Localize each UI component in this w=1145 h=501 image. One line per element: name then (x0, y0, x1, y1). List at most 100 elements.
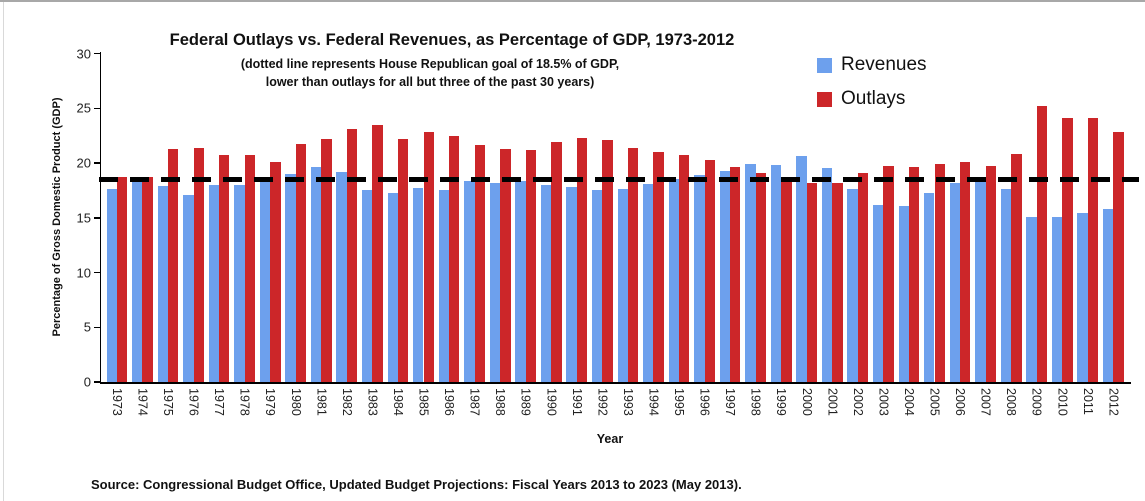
legend: Revenues Outlays (817, 54, 927, 123)
bar-revenues-2010 (1051, 216, 1063, 382)
bar-revenues-1995 (668, 179, 679, 382)
bar-revenues-1975 (157, 185, 168, 382)
bar-outlays-1987 (474, 145, 485, 382)
y-tick-20 (93, 162, 100, 164)
bar-outlays-1984 (397, 138, 409, 382)
bar-outlays-1975 (168, 148, 179, 382)
bar-revenues-1987 (464, 180, 475, 382)
bar-outlays-2000 (806, 182, 818, 382)
bar-outlays-2004 (908, 167, 920, 382)
bar-outlays-1991 (576, 137, 588, 382)
bar-revenues-1985 (413, 188, 424, 382)
bar-outlays-1978 (244, 155, 256, 382)
x-tick-label-1978: 1978 (237, 388, 252, 416)
y-tick-label-10: 10 (76, 265, 91, 280)
x-tick-label-1992: 1992 (595, 388, 610, 416)
x-tick-label-1988: 1988 (493, 388, 508, 416)
bar-revenues-2005 (924, 192, 935, 382)
x-tick-label-1985: 1985 (416, 388, 431, 416)
x-tick-label-2008: 2008 (1004, 388, 1019, 416)
x-tick-label-1993: 1993 (620, 388, 635, 416)
bar-outlays-2011 (1087, 118, 1099, 382)
bar-outlays-1973 (116, 177, 128, 382)
x-tick-label-2002: 2002 (850, 388, 865, 416)
bar-revenues-1983 (362, 190, 373, 382)
x-tick-label-1991: 1991 (569, 388, 584, 416)
x-tick-label-1994: 1994 (646, 388, 661, 416)
bar-revenues-2007 (975, 179, 986, 382)
bar-outlays-1985 (423, 132, 434, 382)
x-tick-label-1975: 1975 (161, 388, 175, 416)
x-tick-label-1986: 1986 (442, 388, 457, 416)
goal-line-18-5 (99, 176, 1139, 183)
x-tick-label-1984: 1984 (390, 388, 405, 416)
bar-revenues-1978 (234, 184, 245, 382)
bar-revenues-1982 (336, 171, 347, 382)
bar-revenues-1979 (259, 179, 271, 382)
bar-revenues-2003 (873, 204, 884, 382)
y-tick-30 (93, 52, 100, 55)
bar-revenues-2006 (949, 182, 961, 382)
x-tick-label-1980: 1980 (288, 388, 303, 416)
bar-revenues-1976 (183, 194, 194, 382)
chart-subtitle-line2: lower than outlays for all but three of … (265, 75, 595, 89)
x-tick-label-1976: 1976 (186, 388, 201, 416)
bar-outlays-2008 (1011, 154, 1022, 382)
bar-outlays-2006 (960, 161, 971, 382)
x-tick-label-2001: 2001 (825, 388, 840, 416)
bar-outlays-1983 (372, 124, 383, 382)
window-top-edge (0, 0, 1145, 2)
x-tick-label-2003: 2003 (876, 388, 891, 416)
x-tick-label-2006: 2006 (953, 388, 968, 416)
x-tick-label-1989: 1989 (518, 388, 533, 416)
window-left-edge (3, 2, 4, 501)
x-tick-label-2005: 2005 (927, 388, 942, 416)
x-tick-label-2010: 2010 (1055, 388, 1070, 416)
bar-revenues-2012 (1102, 208, 1114, 382)
x-axis-title: Year (596, 432, 624, 446)
bar-revenues-1980 (285, 173, 296, 382)
x-tick-label-1997: 1997 (723, 388, 738, 416)
legend-swatch-outlays (817, 91, 832, 107)
bar-revenues-1993 (617, 189, 628, 382)
x-tick-label-2011: 2011 (1080, 388, 1095, 415)
bar-outlays-2005 (934, 164, 945, 382)
bar-outlays-1974 (142, 177, 153, 382)
bar-revenues-1977 (208, 184, 220, 382)
x-tick-label-1982: 1982 (339, 388, 354, 416)
x-tick-label-1990: 1990 (544, 388, 559, 416)
x-tick-label-1998: 1998 (748, 388, 763, 416)
y-tick-label-0: 0 (83, 374, 91, 390)
y-tick-label-15: 15 (76, 210, 91, 226)
bar-outlays-2012 (1113, 132, 1124, 382)
bar-revenues-2001 (821, 168, 833, 382)
bar-revenues-2011 (1077, 213, 1088, 382)
bar-outlays-1989 (525, 149, 537, 382)
bar-revenues-1990 (540, 184, 552, 382)
bar-revenues-2004 (898, 205, 909, 382)
x-tick-label-2012: 2012 (1106, 388, 1121, 416)
source-note: Source: Congressional Budget Office, Upd… (91, 477, 742, 492)
bar-outlays-1982 (346, 129, 358, 382)
bar-revenues-1992 (591, 190, 603, 382)
x-tick-label-1999: 1999 (774, 388, 789, 416)
bar-revenues-1994 (643, 183, 654, 382)
legend-item-revenues: Revenues (817, 54, 927, 76)
y-tick-label-20: 20 (76, 155, 91, 171)
y-tick-25 (93, 107, 100, 109)
bar-revenues-2002 (847, 189, 858, 382)
bar-revenues-1988 (489, 182, 501, 382)
y-axis (99, 51, 101, 383)
x-tick-label-1983: 1983 (365, 388, 380, 416)
bar-revenues-1974 (132, 181, 143, 382)
bar-revenues-2008 (1000, 189, 1012, 382)
bar-outlays-1997 (730, 167, 741, 382)
bar-revenues-1973 (106, 189, 117, 382)
bar-outlays-2007 (985, 166, 996, 382)
legend-label-revenues: Revenues (841, 54, 927, 75)
bar-outlays-1996 (704, 159, 715, 382)
bar-outlays-2003 (883, 166, 894, 382)
x-tick-label-1981: 1981 (314, 388, 329, 416)
x-tick-label-2007: 2007 (978, 388, 993, 416)
